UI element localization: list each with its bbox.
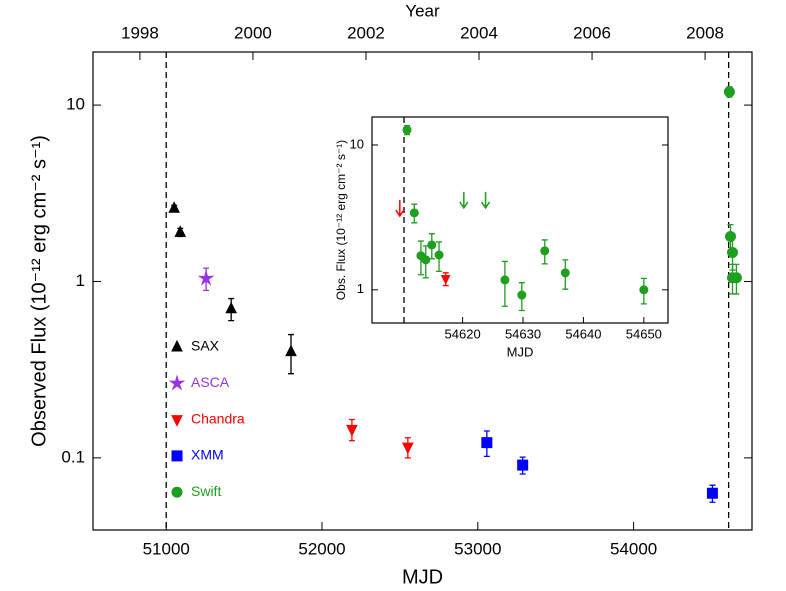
upper-limit-arrow — [395, 199, 405, 218]
x-axis-label: MJD — [402, 566, 443, 588]
legend-label: Swift — [191, 483, 221, 499]
marker — [346, 424, 358, 437]
legend-label: Chandra — [191, 410, 245, 426]
x2-tick-label: 2000 — [234, 23, 272, 42]
marker — [706, 487, 718, 499]
y-tick-label: 10 — [350, 136, 364, 151]
upper-limit-arrow — [459, 191, 469, 210]
plot-area — [371, 116, 669, 324]
legend-marker — [168, 374, 186, 391]
legend-marker — [171, 486, 183, 498]
marker — [402, 442, 414, 455]
marker — [427, 240, 437, 250]
inset-chart: 54620 54630 54640 54650 1 10 MJD Obs. Flux (10⁻… — [334, 116, 669, 359]
marker — [434, 250, 444, 260]
marker — [421, 255, 431, 265]
legend-marker — [171, 450, 183, 462]
y-tick-label: 1 — [357, 281, 364, 296]
x-tick-label: 54620 — [445, 326, 481, 341]
marker — [730, 272, 742, 284]
marker — [440, 275, 451, 285]
marker — [481, 437, 493, 449]
x2-tick-label: 2006 — [573, 23, 611, 42]
x-tick-label: 52000 — [298, 539, 345, 558]
x2-tick-label: 2002 — [347, 23, 385, 42]
y-tick-label: 10 — [66, 95, 85, 114]
marker — [500, 275, 510, 285]
marker — [723, 86, 735, 98]
y-axis-label: Observed Flux (10⁻¹² erg cm⁻² s⁻¹) — [28, 135, 50, 447]
y-tick-label: 1 — [76, 271, 85, 290]
x-tick-label: 54640 — [565, 326, 601, 341]
marker — [402, 125, 412, 135]
y-tick-label: 0.1 — [61, 447, 85, 466]
x-tick-label: 54650 — [626, 326, 662, 341]
upper-limit-arrow — [480, 191, 491, 210]
marker — [409, 208, 419, 218]
marker — [639, 285, 649, 295]
marker — [540, 246, 550, 256]
x2-axis-label: Year — [405, 1, 440, 20]
y-axis-label: Obs. Flux (10⁻¹² erg cm⁻² s⁻¹) — [334, 140, 348, 300]
legend-label: ASCA — [191, 374, 230, 390]
marker — [168, 201, 180, 213]
marker — [174, 225, 187, 237]
x-tick-label: 54000 — [610, 539, 657, 558]
legend-label: XMM — [191, 447, 224, 463]
marker — [725, 230, 737, 242]
x2-tick-label: 1998 — [121, 23, 159, 42]
marker — [727, 246, 739, 258]
x-tick-label: 51000 — [143, 539, 190, 558]
marker — [517, 290, 527, 300]
marker — [517, 459, 529, 471]
legend-label: SAX — [191, 338, 220, 354]
legend-marker — [171, 339, 183, 352]
x-axis-label: MJD — [507, 344, 534, 359]
legend-marker — [171, 415, 183, 427]
marker — [225, 301, 237, 314]
marker — [197, 269, 215, 286]
x-tick-label: 54630 — [505, 326, 541, 341]
x-tick-label: 53000 — [454, 539, 501, 558]
marker — [285, 344, 297, 357]
marker — [560, 268, 570, 278]
x2-tick-label: 2008 — [686, 23, 724, 42]
x2-tick-label: 2004 — [460, 23, 498, 42]
